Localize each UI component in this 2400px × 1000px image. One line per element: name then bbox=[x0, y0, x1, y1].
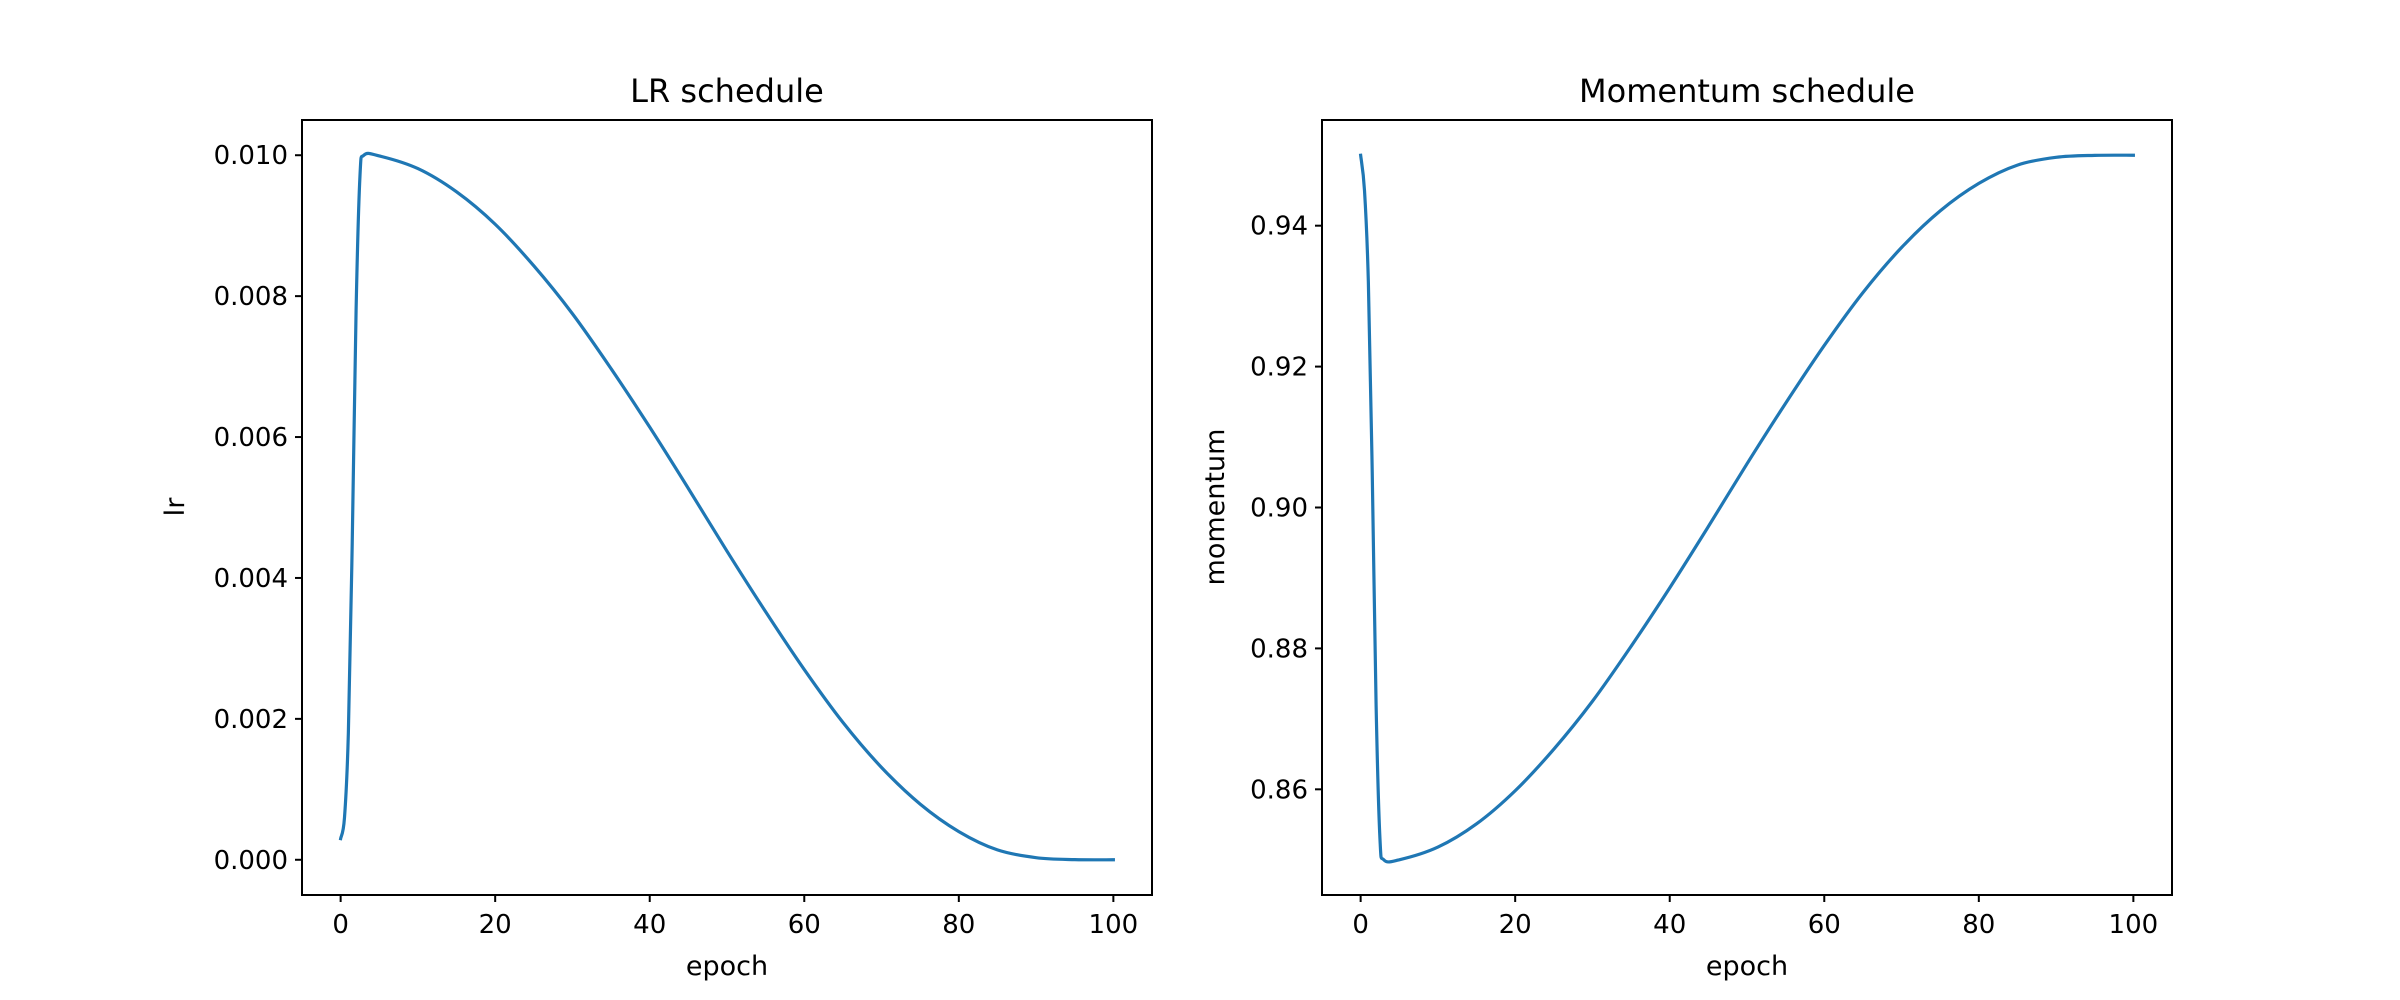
y-tick-label: 0.94 bbox=[1250, 212, 1308, 242]
y-tick-label: 0.90 bbox=[1250, 494, 1308, 524]
x-tick-label: 80 bbox=[1962, 910, 1995, 940]
series-layer bbox=[1358, 153, 2135, 864]
x-ticks: 0 20 40 60 80 100 bbox=[1352, 895, 2158, 940]
x-ticks: 0 20 40 60 80 100 bbox=[332, 895, 1138, 940]
x-tick-label: 20 bbox=[1499, 910, 1532, 940]
y-tick-label: 0.86 bbox=[1250, 775, 1308, 805]
x-tick-label: 0 bbox=[1352, 910, 1369, 940]
x-tick-label: 40 bbox=[633, 910, 666, 940]
y-tick-label: 0.006 bbox=[214, 423, 288, 453]
x-tick-label: 60 bbox=[788, 910, 821, 940]
x-tick-label: 60 bbox=[1808, 910, 1841, 940]
chart-momentum-schedule: Momentum schedule 0.86 0.88 0.90 0.92 0.94 0… bbox=[1200, 72, 2173, 982]
x-tick-label: 0 bbox=[332, 910, 349, 940]
y-ticks: 0.000 0.002 0.004 0.006 0.008 0.010 bbox=[214, 141, 302, 876]
x-tick-label: 20 bbox=[479, 910, 512, 940]
plot-frame bbox=[301, 119, 1153, 896]
y-ticks: 0.86 0.88 0.90 0.92 0.94 bbox=[1250, 212, 1322, 805]
x-tick-label: 40 bbox=[1653, 910, 1686, 940]
y-tick-label: 0.004 bbox=[214, 564, 288, 594]
series-layer bbox=[338, 151, 1115, 862]
y-axis-label: momentum bbox=[1200, 429, 1231, 586]
chart-title: Momentum schedule bbox=[1579, 72, 1915, 110]
y-tick-label: 0.88 bbox=[1250, 634, 1308, 664]
series-line-momentum bbox=[1358, 153, 2135, 864]
x-axis-label: epoch bbox=[686, 951, 768, 982]
chart-lr-schedule: LR schedule 0.0000.0020.0040.0060.0080.0… bbox=[160, 72, 1153, 982]
y-tick-label: 0.010 bbox=[214, 141, 288, 171]
x-tick-label: 80 bbox=[942, 910, 975, 940]
y-axis-label: lr bbox=[160, 497, 191, 517]
plot-frame bbox=[1321, 119, 2173, 896]
x-axis-label: epoch bbox=[1706, 951, 1788, 982]
chart-title: LR schedule bbox=[630, 72, 824, 110]
y-tick-label: 0.008 bbox=[214, 282, 288, 312]
x-tick-label: 100 bbox=[1089, 910, 1139, 940]
y-tick-label: 0.000 bbox=[214, 846, 288, 876]
x-tick-label: 100 bbox=[2109, 910, 2159, 940]
y-tick-label: 0.92 bbox=[1250, 353, 1308, 383]
y-tick-label: 0.002 bbox=[214, 705, 288, 735]
series-line-lr bbox=[338, 151, 1115, 862]
